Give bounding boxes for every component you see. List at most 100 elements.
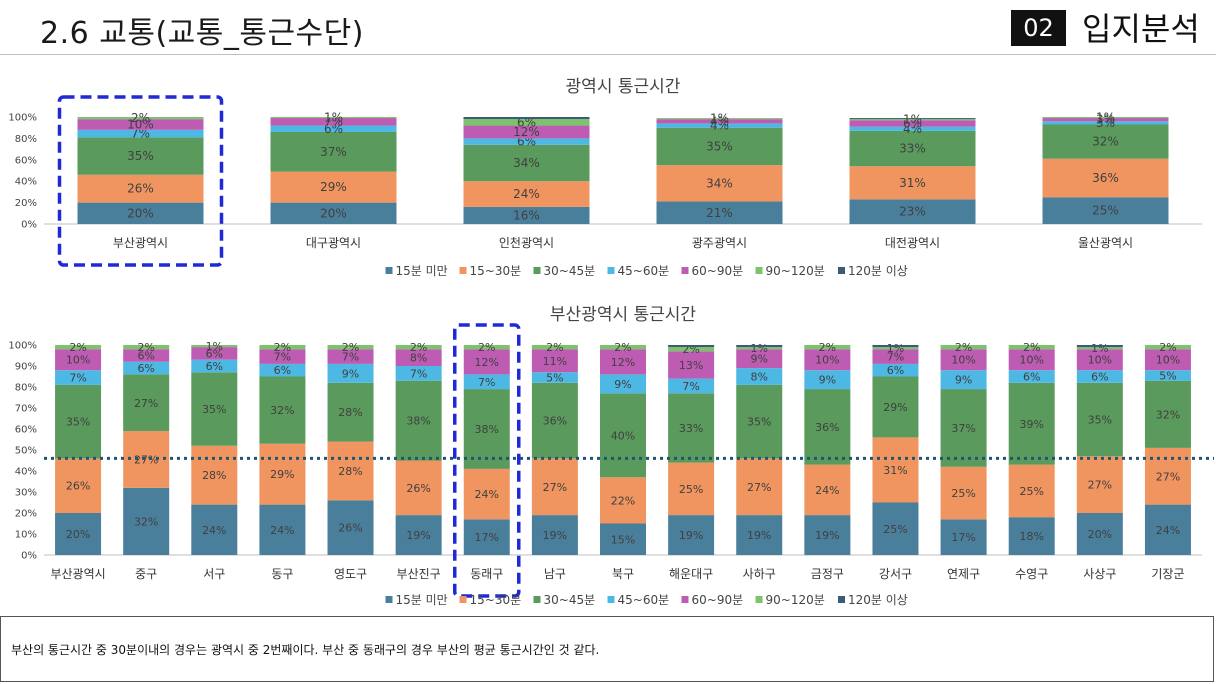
bar-segment xyxy=(191,372,238,446)
y-tick-label: 80% xyxy=(15,134,37,145)
data-label: 9% xyxy=(751,353,768,366)
y-tick-label: 40% xyxy=(15,177,37,188)
legend-swatch xyxy=(459,596,467,603)
bar-segment xyxy=(463,345,510,350)
data-label: 29% xyxy=(270,468,294,481)
bar-segment xyxy=(656,119,783,124)
bar-segment xyxy=(77,174,204,203)
data-label: 1% xyxy=(1096,111,1115,125)
category-label: 인천광역시 xyxy=(499,235,554,250)
bar-segment xyxy=(191,347,238,360)
bar-segment xyxy=(531,372,578,383)
section-name: 입지분석 xyxy=(1082,10,1200,48)
category-label: 강서구 xyxy=(879,567,912,581)
bar-segment xyxy=(259,443,306,505)
data-label: 33% xyxy=(899,142,926,156)
bar-segment xyxy=(1008,382,1055,465)
bar-segment xyxy=(656,123,783,128)
bar-segment xyxy=(804,464,851,516)
bar-segment xyxy=(804,370,851,390)
bar-segment xyxy=(270,202,397,224)
bar-segment xyxy=(1076,345,1123,348)
bar-segment xyxy=(259,349,306,364)
bar-segment xyxy=(531,515,578,555)
bar-segment xyxy=(191,359,238,373)
bar-segment xyxy=(1076,370,1123,383)
data-label: 10% xyxy=(815,354,839,367)
legend-label: 15분 미만 xyxy=(396,264,448,278)
data-label: 9% xyxy=(955,374,972,387)
bar-segment xyxy=(849,130,976,167)
bar-segment xyxy=(395,349,442,366)
y-tick-label: 0% xyxy=(21,551,37,562)
data-label: 2% xyxy=(614,341,631,354)
data-label: 19% xyxy=(815,529,839,542)
bar-segment xyxy=(55,458,102,513)
legend-swatch xyxy=(385,267,393,274)
bar-segment xyxy=(463,349,510,375)
data-label: 17% xyxy=(951,531,975,544)
data-label: 7% xyxy=(131,127,150,141)
data-label: 3% xyxy=(1096,113,1115,127)
bar-segment xyxy=(55,349,102,371)
bar-segment xyxy=(656,201,783,224)
category-label: 중구 xyxy=(135,567,157,581)
bar-segment xyxy=(1042,124,1169,159)
bar-segment xyxy=(463,144,590,182)
data-label: 13% xyxy=(679,359,703,372)
bar-segment xyxy=(270,171,397,203)
category-label: 울산광역시 xyxy=(1078,236,1133,250)
page-title: 2.6 교통(교통_통근수단) xyxy=(40,16,364,51)
bar-segment xyxy=(849,118,976,120)
data-label: 1% xyxy=(887,342,904,355)
data-label: 32% xyxy=(270,404,294,417)
data-label: 31% xyxy=(883,464,907,477)
legend-swatch xyxy=(607,267,615,274)
data-label: 8% xyxy=(410,352,427,365)
bar-segment xyxy=(270,125,397,132)
bar-segment xyxy=(1144,370,1191,381)
bar-segment xyxy=(395,366,442,381)
data-label: 2% xyxy=(546,341,563,354)
data-label: 2% xyxy=(819,341,836,354)
data-label: 35% xyxy=(1088,414,1112,427)
data-label: 32% xyxy=(1092,135,1119,149)
data-label: 35% xyxy=(747,416,771,429)
bar-segment xyxy=(55,384,102,459)
bar-segment xyxy=(600,374,646,394)
bar-segment xyxy=(736,384,783,459)
data-label: 12% xyxy=(611,356,635,369)
bar-segment xyxy=(77,202,204,224)
category-label: 대전광역시 xyxy=(885,236,940,250)
bar-segment xyxy=(395,515,442,555)
data-label: 1% xyxy=(710,112,729,126)
bar-segment xyxy=(849,166,976,200)
data-label: 10% xyxy=(1019,354,1043,367)
bar-segment xyxy=(77,129,204,138)
data-label: 2% xyxy=(131,111,150,125)
data-label: 39% xyxy=(1019,418,1043,431)
bar-segment xyxy=(872,502,919,555)
data-label: 5% xyxy=(546,372,563,385)
bar-segment xyxy=(668,345,715,348)
data-label: 2% xyxy=(342,341,359,354)
bar-segment xyxy=(191,445,238,505)
data-label: 9% xyxy=(614,378,631,391)
bar-segment xyxy=(736,515,783,555)
legend-label: 30~45분 xyxy=(544,593,596,607)
bar-segment xyxy=(1042,158,1169,198)
bar-segment xyxy=(463,181,590,207)
data-label: 6% xyxy=(137,350,154,363)
bar-segment xyxy=(463,206,590,224)
legend-label: 90~120분 xyxy=(766,593,825,607)
data-label: 12% xyxy=(475,356,499,369)
category-label: 해운대구 xyxy=(669,567,713,581)
legend-label: 45~60분 xyxy=(618,264,670,278)
legend-label: 15~30분 xyxy=(470,264,522,278)
data-label: 15% xyxy=(611,533,635,546)
bar-segment xyxy=(940,349,987,371)
data-label: 37% xyxy=(951,422,975,435)
data-label: 24% xyxy=(513,187,540,201)
data-label: 32% xyxy=(134,515,158,528)
bar-segment xyxy=(55,370,102,385)
